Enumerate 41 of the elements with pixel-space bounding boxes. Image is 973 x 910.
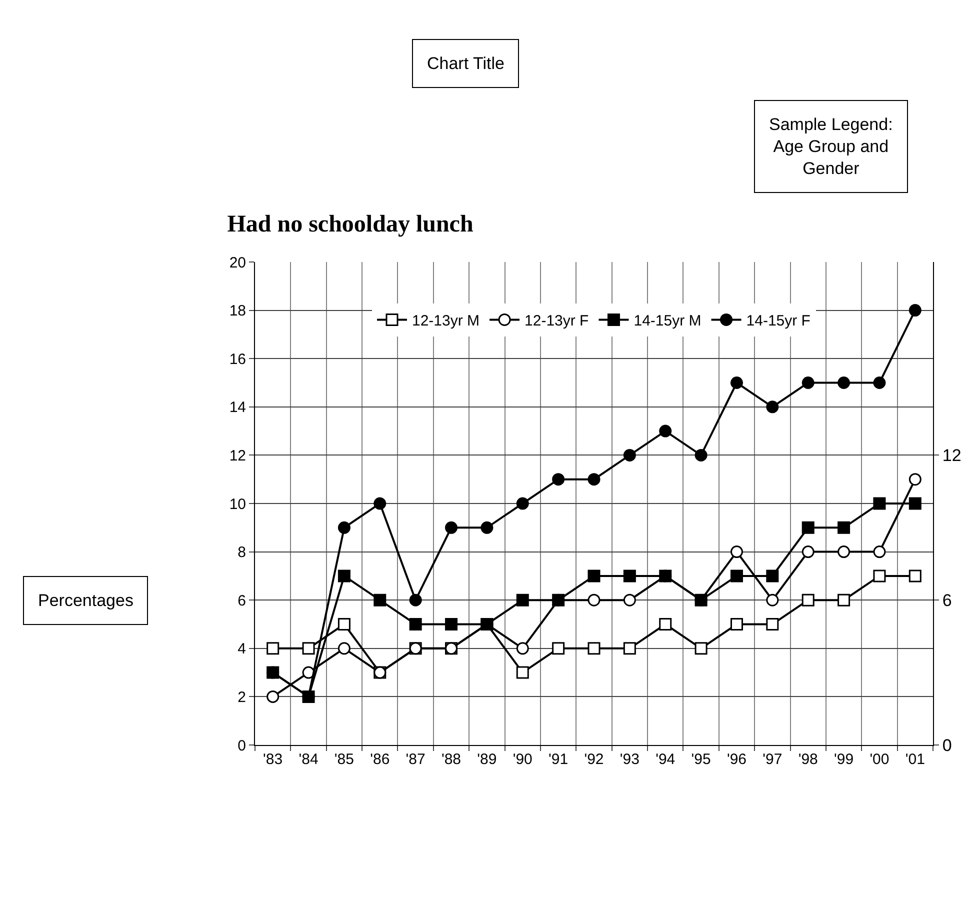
legend-label: 14-15yr F bbox=[746, 312, 810, 330]
y-tick-label: 14 bbox=[229, 399, 246, 416]
y2-tick-label: 12 bbox=[942, 446, 962, 466]
x-tick-label: '94 bbox=[656, 751, 676, 768]
legend-label: 14-15yr M bbox=[634, 312, 702, 330]
x-tick-label: '84 bbox=[298, 751, 318, 768]
x-tick-label: '89 bbox=[477, 751, 497, 768]
y2-tick-label: 0 bbox=[942, 736, 952, 755]
y-tick-label: 2 bbox=[238, 688, 246, 706]
chart-title: Had no schoolday lunch bbox=[227, 211, 474, 238]
y2-tick-label: 6 bbox=[942, 591, 952, 610]
x-tick-label: '86 bbox=[370, 751, 390, 768]
x-tick-label: '95 bbox=[691, 751, 711, 768]
y-tick-label: 12 bbox=[229, 447, 246, 464]
x-tick-label: '99 bbox=[834, 751, 854, 768]
x-tick-label: '01 bbox=[905, 751, 925, 768]
y-tick-label: 18 bbox=[229, 302, 246, 320]
x-tick-label: '85 bbox=[334, 751, 354, 768]
x-tick-label: '93 bbox=[620, 751, 640, 768]
text: Percentages bbox=[38, 591, 134, 610]
x-tick-label: '97 bbox=[762, 751, 782, 768]
text: Sample Legend: Age Group and Gender bbox=[769, 115, 893, 178]
x-tick-label: '96 bbox=[726, 751, 747, 768]
x-tick-label: '92 bbox=[584, 751, 604, 768]
y-tick-label: 10 bbox=[229, 496, 246, 513]
legend-label: 12-13yr M bbox=[412, 312, 480, 330]
y-tick-label: 0 bbox=[238, 737, 246, 754]
y-tick-label: 6 bbox=[238, 592, 246, 610]
y-tick-label: 8 bbox=[238, 544, 246, 562]
x-tick-label: '91 bbox=[548, 751, 568, 768]
x-tick-label: '00 bbox=[870, 751, 890, 768]
y-tick-label: 16 bbox=[229, 350, 246, 368]
x-tick-label: '83 bbox=[263, 751, 283, 768]
y-tick-label: 20 bbox=[229, 254, 246, 272]
legend-label: 12-13yr F bbox=[524, 312, 589, 330]
x-tick-label: '90 bbox=[512, 751, 532, 768]
x-tick-label: '98 bbox=[798, 751, 818, 768]
x-tick-label: '87 bbox=[406, 751, 426, 768]
y-tick-label: 4 bbox=[238, 640, 246, 658]
x-tick-label: '88 bbox=[441, 751, 462, 768]
text: Chart Title bbox=[427, 54, 504, 73]
